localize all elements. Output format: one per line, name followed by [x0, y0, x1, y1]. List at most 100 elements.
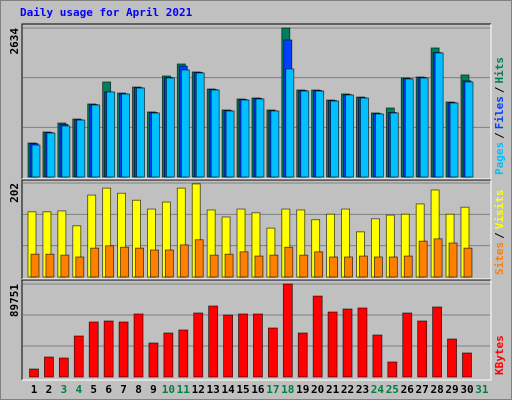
bar — [402, 312, 413, 378]
x-tick-label: 10 — [162, 383, 175, 396]
x-tick-label: 26 — [401, 383, 415, 396]
bar — [106, 91, 116, 178]
x-tick-label: 24 — [371, 383, 385, 396]
x-tick-label: 20 — [311, 383, 324, 396]
bar — [312, 295, 323, 378]
x-tick-label: 14 — [221, 383, 235, 396]
bar — [46, 132, 56, 178]
bar — [103, 320, 114, 378]
bar — [135, 247, 144, 278]
bar — [344, 256, 353, 278]
bar — [267, 327, 278, 378]
x-tick-label: 5 — [90, 383, 97, 396]
bar — [58, 357, 69, 378]
bar — [418, 240, 428, 278]
x-tick-label: 27 — [416, 383, 429, 396]
bar — [136, 87, 145, 178]
bar — [178, 329, 189, 378]
bar — [449, 102, 459, 178]
bar — [403, 255, 413, 278]
x-tick-label: 1 — [31, 383, 38, 396]
bar — [282, 283, 293, 378]
bar — [209, 254, 219, 278]
bar — [297, 332, 308, 378]
bar — [118, 321, 129, 378]
bar — [208, 305, 219, 378]
panel-highlight — [22, 280, 492, 381]
bar — [239, 251, 249, 278]
x-tick-label: 21 — [326, 383, 340, 396]
bar — [30, 253, 40, 278]
legend-entry: KBytes — [493, 335, 506, 375]
bar — [179, 244, 189, 278]
x-tick-label: 12 — [192, 383, 205, 396]
bar — [432, 306, 443, 378]
chart-title: Daily usage for April 2021 — [20, 6, 193, 19]
bar — [357, 307, 368, 378]
x-tick-label: 30 — [460, 383, 473, 396]
bar — [105, 245, 115, 278]
bar — [133, 313, 144, 378]
bar — [419, 77, 429, 178]
bar — [90, 247, 100, 278]
x-tick-label: 19 — [296, 383, 309, 396]
legend: Pages / Files / Hits — [493, 57, 506, 175]
bar — [44, 356, 54, 378]
bar — [165, 77, 175, 178]
bar — [254, 255, 264, 278]
bar — [195, 72, 205, 178]
x-tick-label: 18 — [281, 383, 294, 396]
x-tick-label: 7 — [120, 383, 127, 396]
bar — [150, 249, 159, 278]
x-tick-label: 23 — [356, 383, 369, 396]
legend-entry: Sites — [493, 242, 506, 275]
x-tick-label: 8 — [135, 383, 142, 396]
legend: KBytes — [493, 335, 506, 375]
x-tick-label: 15 — [236, 383, 249, 396]
bar — [73, 335, 84, 378]
legend-separator: / — [493, 86, 506, 93]
panel-highlight — [22, 24, 492, 180]
bar — [448, 242, 458, 278]
bar — [164, 249, 174, 278]
bar — [224, 253, 234, 278]
bar — [404, 78, 414, 178]
bar — [121, 93, 130, 178]
bar — [88, 321, 99, 378]
bar — [300, 90, 310, 178]
bar — [238, 313, 248, 378]
y-max-label: 89751 — [8, 284, 21, 317]
panel-shadow — [21, 279, 491, 380]
x-tick-label: 16 — [251, 383, 265, 396]
bar — [285, 68, 295, 178]
bar — [255, 98, 265, 178]
x-tick-label: 4 — [75, 383, 82, 396]
x-tick-label: 13 — [207, 383, 220, 396]
bar — [360, 97, 369, 178]
bar — [315, 90, 325, 178]
x-tick-label: 22 — [341, 383, 354, 396]
bar — [148, 342, 159, 378]
bar — [329, 256, 339, 278]
bar — [225, 110, 235, 178]
y-max-label: 202 — [8, 183, 21, 203]
bar — [60, 254, 70, 278]
x-tick-label: 2 — [46, 383, 53, 396]
bar — [327, 311, 338, 378]
bar — [45, 253, 55, 278]
bar — [163, 332, 174, 378]
bar — [61, 125, 71, 178]
bar — [387, 361, 398, 378]
x-tick-label: 9 — [150, 383, 157, 396]
panel-shadow — [21, 23, 491, 179]
x-tick-label: 6 — [105, 383, 112, 396]
bar — [240, 99, 250, 178]
bar — [345, 94, 354, 178]
bar — [342, 308, 353, 378]
bar — [463, 247, 473, 278]
panel-highlight — [22, 180, 492, 280]
x-tick-label: 11 — [177, 383, 191, 396]
panel-shadow — [21, 179, 491, 279]
bar — [374, 113, 384, 178]
x-tick-label: 25 — [386, 383, 399, 396]
